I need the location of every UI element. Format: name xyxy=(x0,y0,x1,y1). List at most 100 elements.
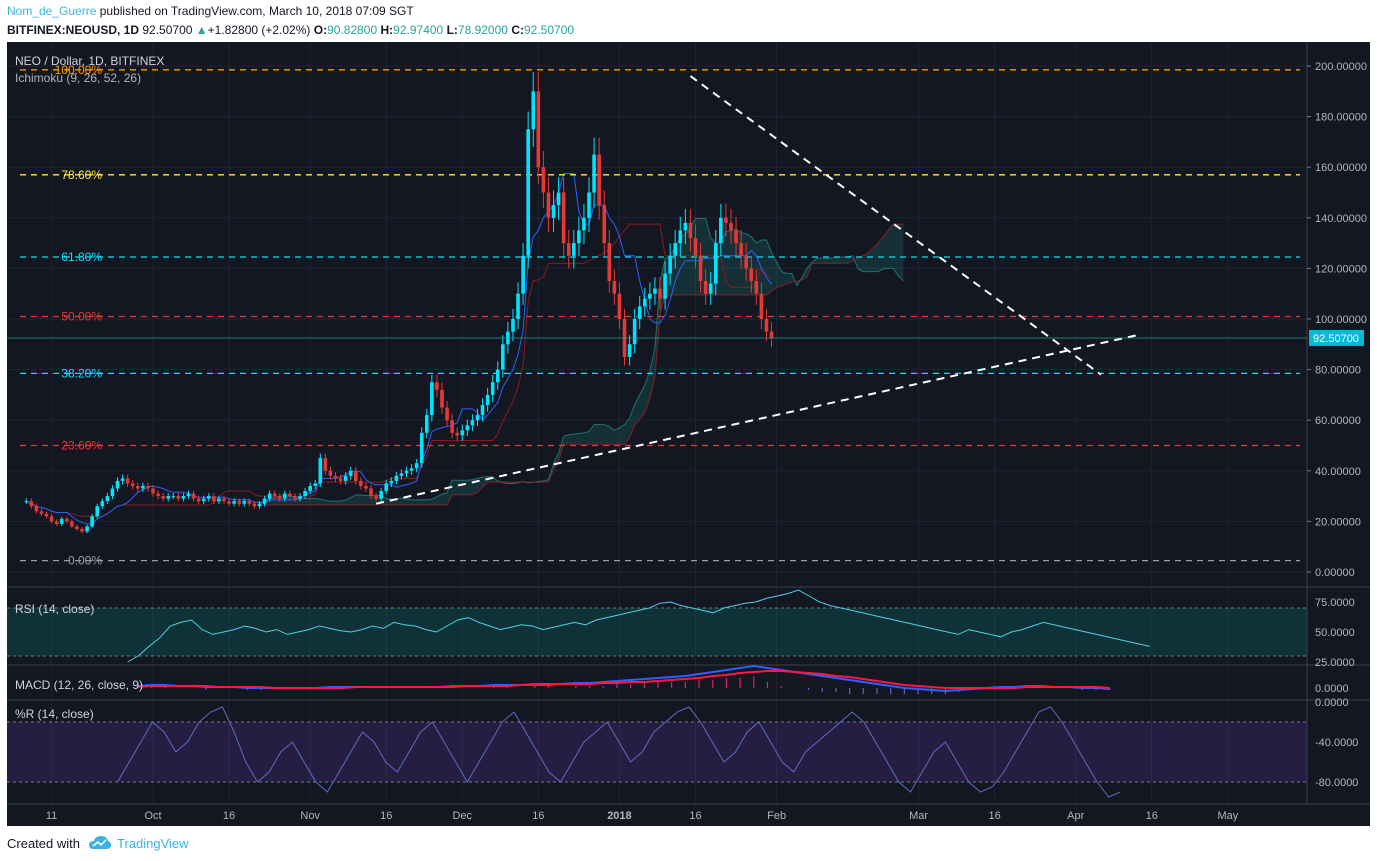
candle xyxy=(308,485,312,492)
candle xyxy=(59,518,64,524)
candle xyxy=(252,503,257,507)
footer: Created with TradingView xyxy=(0,826,1377,861)
author-link[interactable]: Nom_de_Guerre xyxy=(7,4,97,18)
time-tick-label: Nov xyxy=(300,810,320,822)
time-axis-background xyxy=(7,804,1370,826)
chart-canvas[interactable]: 100.00% 78.60% 61.80% 50.00% 38.20% 23.60% 0.0… xyxy=(0,42,1377,826)
price-tick-label: 40.00000 xyxy=(1315,466,1361,478)
candle xyxy=(627,344,632,357)
price-tick-label: 120.00000 xyxy=(1315,263,1367,275)
trendline-support xyxy=(375,333,1142,505)
macd-pane xyxy=(137,664,1111,694)
tradingview-brand-link[interactable]: TradingView xyxy=(117,836,189,851)
candle xyxy=(719,217,723,244)
candle xyxy=(683,222,688,231)
candle xyxy=(247,501,252,504)
candle xyxy=(44,513,49,517)
publish-line: Nom_de_Guerre published on TradingView.c… xyxy=(7,4,414,18)
candle xyxy=(110,488,115,497)
created-with-text: Created with xyxy=(7,836,80,851)
fib-level-label: 100.00% xyxy=(55,63,103,77)
candle xyxy=(186,493,191,497)
close-value: 92.50700 xyxy=(523,23,575,37)
rsi-band xyxy=(7,608,1307,656)
candle xyxy=(242,501,247,504)
candle xyxy=(196,498,201,502)
trendline-resistance xyxy=(689,75,1102,376)
candle xyxy=(95,506,100,517)
candle xyxy=(470,420,475,426)
candle xyxy=(80,528,84,532)
candle xyxy=(607,243,612,282)
time-axis[interactable]: 11 Oct 16 Nov 16 Dec 16 2018 16 Feb Mar 16 Apr 16 May xyxy=(46,810,1239,822)
candle xyxy=(54,521,59,524)
candle xyxy=(374,496,378,499)
candle xyxy=(658,288,662,299)
open-label: O: xyxy=(313,23,328,37)
candle xyxy=(480,405,485,416)
candle xyxy=(267,493,272,499)
up-arrow-icon: ▲ xyxy=(195,23,208,37)
candle xyxy=(572,243,576,256)
last-price-marker xyxy=(1309,329,1364,346)
candle xyxy=(277,496,282,499)
candle xyxy=(541,167,546,193)
low-label: L: xyxy=(446,23,458,37)
candle xyxy=(212,496,216,502)
candle xyxy=(475,415,480,421)
high-value: 92.97400 xyxy=(393,23,444,37)
candle xyxy=(546,192,551,218)
candle xyxy=(693,238,698,256)
candle xyxy=(222,498,226,502)
time-tick-label: Oct xyxy=(144,810,161,822)
candle xyxy=(430,382,434,416)
candle xyxy=(39,511,44,514)
candle xyxy=(632,319,637,345)
candle xyxy=(526,129,530,256)
time-tick-label: 16 xyxy=(380,810,392,822)
candle xyxy=(485,394,490,406)
candle xyxy=(364,485,368,489)
price-tick-label: 80.00000 xyxy=(1315,365,1361,377)
plot-background xyxy=(7,42,1307,804)
candle xyxy=(729,222,733,231)
price-tick-label: 160.00000 xyxy=(1315,162,1367,174)
price-axis[interactable]: 200.00000 180.00000 160.00000 140.00000 120.… xyxy=(1307,61,1367,789)
candle xyxy=(29,501,34,507)
time-tick-label: May xyxy=(1217,810,1238,822)
candle xyxy=(217,498,221,502)
candle xyxy=(501,344,505,370)
candle xyxy=(409,468,414,471)
candle xyxy=(612,281,617,294)
tradingview-cloud-icon xyxy=(89,836,111,849)
high-label: H: xyxy=(380,23,394,37)
price-tick-label: 0.00000 xyxy=(1315,567,1355,579)
candle xyxy=(333,475,338,479)
candle xyxy=(135,485,140,489)
chart-header: Nom_de_Guerre published on TradingView.c… xyxy=(0,0,1377,42)
main-pane: 100.00% 78.60% 61.80% 50.00% 38.20% 23.60% 0.0… xyxy=(7,63,1307,568)
candle xyxy=(490,382,495,395)
price-tick-label: 200.00000 xyxy=(1315,61,1367,73)
time-tick-label: Dec xyxy=(452,810,472,822)
candle xyxy=(653,288,657,294)
candle xyxy=(663,273,667,299)
candle xyxy=(161,496,165,499)
candle xyxy=(298,496,302,499)
macd-signal-line xyxy=(137,670,1110,689)
candle xyxy=(323,458,328,471)
candle xyxy=(566,243,571,256)
fib-level-label: 0.00% xyxy=(68,554,102,568)
candle xyxy=(734,230,738,244)
candle xyxy=(465,425,470,431)
candle xyxy=(592,154,596,193)
fib-level-label: 50.00% xyxy=(61,309,102,323)
ichimoku-base-line xyxy=(26,223,772,517)
candle xyxy=(49,516,54,522)
symbol-label: BITFINEX:NEOUSD, 1D xyxy=(7,23,140,37)
candle xyxy=(115,480,120,489)
candle xyxy=(379,491,383,499)
candle xyxy=(495,369,500,383)
williams-r-tick-label: -80.0000 xyxy=(1315,777,1358,789)
candle xyxy=(419,432,424,464)
